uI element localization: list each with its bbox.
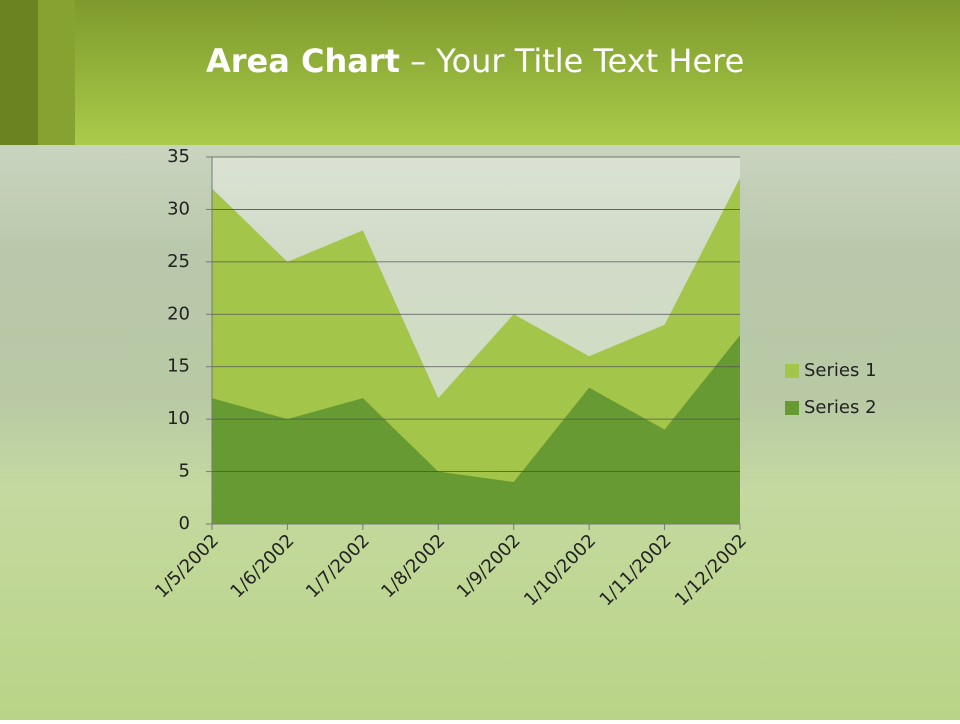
legend-swatch bbox=[785, 364, 799, 378]
area bbox=[212, 335, 740, 524]
header-band bbox=[0, 0, 960, 145]
y-tick-label: 0 bbox=[179, 513, 190, 534]
legend-swatch bbox=[785, 401, 799, 415]
y-tick-label: 25 bbox=[167, 251, 190, 272]
legend-label: Series 2 bbox=[804, 397, 877, 418]
y-tick-label: 35 bbox=[167, 146, 190, 167]
y-tick-label: 10 bbox=[167, 408, 190, 429]
title-rest: – Your Title Text Here bbox=[410, 42, 744, 80]
y-tick-label: 30 bbox=[167, 198, 190, 219]
y-tick-label: 20 bbox=[167, 303, 190, 324]
slide-title: Area Chart – Your Title Text Here bbox=[206, 42, 744, 80]
title-bold: Area Chart bbox=[206, 42, 400, 80]
header-strip bbox=[38, 0, 75, 145]
legend-label: Series 1 bbox=[804, 360, 877, 381]
header-strip bbox=[0, 0, 38, 145]
y-tick-label: 5 bbox=[179, 461, 190, 482]
y-tick-label: 15 bbox=[167, 356, 190, 377]
